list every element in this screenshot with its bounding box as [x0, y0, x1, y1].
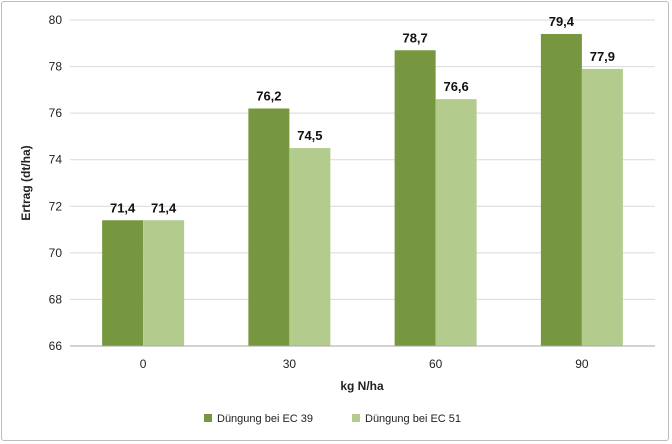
data-label: 74,5	[297, 128, 322, 143]
x-axis-ticks: 0 30 60 90	[140, 357, 589, 371]
bar-ec51-0	[143, 220, 185, 346]
legend-swatch-ec39	[204, 414, 212, 422]
data-label: 77,9	[590, 49, 615, 64]
y-axis-title: Ertrag (dt/ha)	[19, 145, 33, 220]
data-label: 79,4	[549, 14, 575, 29]
data-label: 76,6	[443, 79, 468, 94]
y-tick-label: 70	[49, 246, 63, 260]
legend-swatch-ec51	[352, 414, 360, 422]
bar-ec39-60	[394, 50, 436, 347]
y-axis-ticks: 66 68 70 72 74 76 78 80	[49, 13, 63, 353]
bar-ec51-90	[581, 68, 623, 347]
x-tick-label: 0	[140, 357, 147, 371]
bar-ec39-90	[540, 33, 582, 346]
y-tick-label: 68	[49, 292, 63, 306]
data-label: 71,4	[151, 200, 177, 215]
y-tick-label: 74	[49, 153, 63, 167]
x-axis-title: kg N/ha	[340, 379, 384, 393]
y-tick-label: 66	[49, 339, 63, 353]
bar-ec39-0	[102, 220, 144, 346]
bar-ec51-60	[435, 99, 477, 347]
data-label: 78,7	[402, 30, 427, 45]
x-tick-label: 60	[429, 357, 443, 371]
y-tick-label: 72	[49, 199, 63, 213]
x-tick-label: 30	[283, 357, 297, 371]
y-tick-label: 76	[49, 106, 63, 120]
bar-ec39-30	[248, 108, 290, 346]
data-label: 71,4	[110, 200, 136, 215]
x-tick-label: 90	[575, 357, 589, 371]
legend: Düngung bei EC 39 Düngung bei EC 51	[204, 413, 461, 425]
data-labels: 71,4 71,4 76,2 74,5 78,7 76,6 79,4 77,9	[110, 14, 615, 215]
y-tick-label: 80	[49, 13, 63, 27]
y-tick-label: 78	[49, 60, 63, 74]
bar-ec51-30	[289, 148, 331, 346]
legend-label-ec39: Düngung bei EC 39	[217, 413, 313, 425]
data-label: 76,2	[256, 88, 281, 103]
bars	[102, 33, 623, 347]
legend-label-ec51: Düngung bei EC 51	[365, 413, 461, 425]
